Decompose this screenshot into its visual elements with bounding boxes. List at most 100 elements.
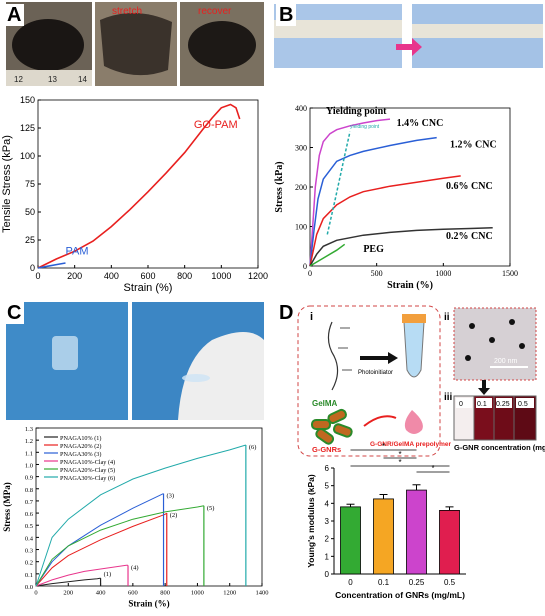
y-tick-label: 0.2 [25,560,33,567]
vial-label-0: 0 [459,401,463,408]
bar-0-5 [439,509,460,575]
y-tick-label: 0.0 [25,584,33,591]
photo-strip-a: 12 13 14 stretch recover [6,2,264,86]
x-tick-label: 1500 [502,269,518,278]
schematic: i GelMA Photoinitiator G-GNRs G-GNR/GelM… [297,305,451,457]
y-tick-label: 2 [325,535,330,544]
y-tick-label: 100 [295,223,307,232]
prepolymer-label: G-GNR/GelMA prepolymer [370,441,451,448]
yielding-point-small-label: yielding point [350,124,380,130]
x-tick-label: 0 [34,590,37,597]
series-label-go-pam: GO-PAM [194,119,238,131]
series-line-0-2-cnc [309,226,493,267]
x-axis-label: Strain (%) [387,280,433,291]
g-gnrs-label: G-GNRs [312,445,341,454]
panel-d-figure: i GelMA Photoinitiator G-GNRs G-GNR/GelM… [297,305,545,600]
y-tick-label: 1 [325,552,330,561]
x-tick-label: 0 [35,271,40,281]
y-tick-label: 100 [20,151,35,161]
bar-0 [340,506,361,575]
finger [178,332,264,420]
ruler-after [412,24,543,38]
series-line-pnaga30-clay-6 [35,444,247,587]
curve-tag-pnaga20-2: (2) [170,512,178,519]
gelma-sidegroups [338,327,352,371]
panel-b-figure: 0 500 1000 1500 0 100 200 300 400 Strain (%) Stres… [274,4,543,291]
y-tick-label: 0.8 [25,487,33,494]
photoinitiator-label: Photoinitiator [358,370,393,376]
sublabel-ii: ii [444,312,450,323]
legend-label-pnaga30-3: PNAGA30% (3) [60,451,101,458]
series-label-1-4-cnc: 1.4% CNC [397,118,444,129]
significance-star: * [382,442,385,451]
y-tick-label: 1.0 [25,462,33,469]
ruler-tick-13: 13 [48,75,57,84]
vial-0-5-cap [516,398,534,408]
y-tick-label: 0.3 [25,548,33,555]
x-tick-label: 200 [67,271,82,281]
y-tick-label: 125 [20,123,35,133]
series-line-pnaga10-1 [35,577,101,587]
vial-0-cap [456,398,472,408]
y-tick-label: 1.2 [25,438,33,445]
series-line-pnaga30-3 [35,493,164,587]
x-tick-label: 800 [177,271,192,281]
series-label-0-6-cnc: 0.6% CNC [446,181,493,192]
y-tick-label: 5 [325,482,330,491]
x-axis-label: Concentration of GNRs (mg/mL) [335,590,465,600]
gel-sample-recovered [188,21,256,69]
reaction-arrow-head [388,352,398,364]
y-axis-label: Young's modulus (kPa) [306,474,316,568]
legend-label-pnaga10-clay-4: PNAGA10%-Clay (4) [60,459,115,466]
chart-c: 0 200 400 600 800 1000 1200 1400 0.0 0.1 0.2 0.3 0.4… [2,426,269,609]
y-tick-label: 25 [25,235,35,245]
series-line-pnaga20-clay-5 [35,505,204,587]
photo-strip-c [6,302,264,420]
curve-tag-pnaga20-clay-5: (5) [207,505,215,512]
y-tick-label: 3 [325,517,330,526]
y-tick-label: 0.5 [25,523,33,530]
down-arrow-icon [478,380,490,395]
x-tick-label-0-5: 0.5 [444,578,456,587]
y-tick-label: 0.9 [25,475,33,482]
panel-a: 12 13 14 stretch recover 0 200 400 600 800 10… [0,0,272,300]
tube-cap [402,314,426,323]
y-tick-label: 0 [325,570,330,579]
y-tick-label: 0.6 [25,511,34,518]
chart-b: 0 500 1000 1500 0 100 200 300 400 Strain (%) Stres… [274,104,518,291]
gel-sample-stretched [100,12,172,76]
y-tick-label: 1.3 [25,426,33,433]
legend-label-pnaga30-clay-6: PNAGA30%-Clay (6) [60,475,115,482]
panel-a-figure: 12 13 14 stretch recover 0 200 400 600 800 10… [1,2,268,294]
series-line-yielding-point [326,131,351,235]
series-line-go-pam [37,103,241,269]
legend-label-pnaga20-clay-5: PNAGA20%-Clay (5) [60,467,115,474]
ruler-before [274,20,402,38]
sublabel-iii: iii [444,392,453,403]
x-tick-label: 500 [371,269,383,278]
series-line-peg [309,243,346,267]
gel-sample-original [12,19,84,71]
scale-bar [490,366,528,368]
y-tick-label: 0.1 [25,572,33,579]
chart-a: 0 200 400 600 800 1000 1200 0 25 50 75 100 125 150 Str… [1,95,268,294]
x-tick-label: 1000 [211,271,231,281]
gelma-chain [327,321,339,391]
panel-c: 0 200 400 600 800 1000 1200 1400 0.0 0.1 0.2 0.3 0.4… [0,300,272,611]
x-tick-label: 1200 [248,271,268,281]
x-tick-label: 1000 [435,269,451,278]
ruler-tick-12: 12 [14,75,23,84]
significance-star: * [431,464,434,473]
transition-arrow-icon [396,38,422,56]
x-tick-label: 600 [128,590,138,597]
y-tick-label: 0 [303,262,307,271]
x-tick-label: 0 [308,269,312,278]
panel-label-d: D [276,302,297,324]
vial-label-0-1: 0.1 [477,401,487,408]
yielding-point-annotation: Yielding point [326,106,387,117]
y-tick-label: 75 [25,179,35,189]
vial-0-25-cap [496,398,512,408]
series-label-1-2-cnc: 1.2% CNC [450,140,497,151]
ruler-tick-14: 14 [78,75,87,84]
mix-arrow [363,415,397,427]
